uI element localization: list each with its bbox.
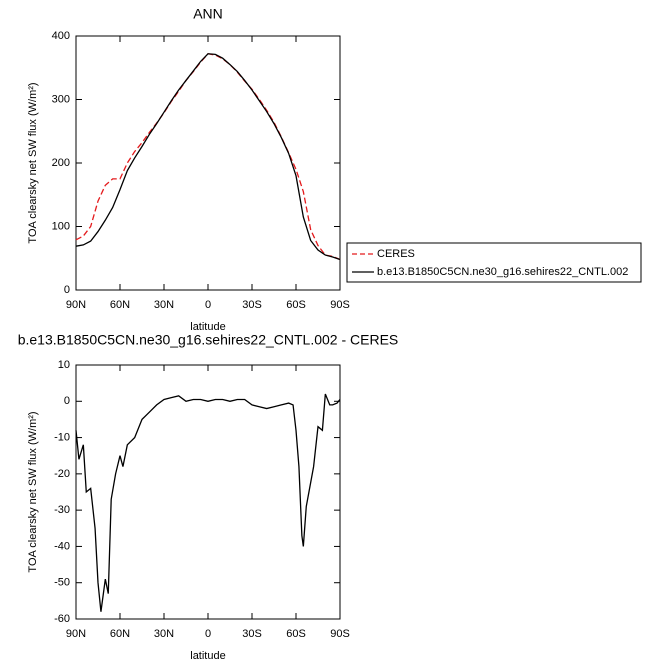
y-tick-label: -30 bbox=[54, 504, 70, 516]
x-tick-label: 60S bbox=[286, 299, 306, 311]
x-tick-label: 0 bbox=[205, 299, 211, 311]
data-line bbox=[75, 53, 341, 261]
plot-frame bbox=[75, 35, 341, 291]
y-tick-label: -40 bbox=[54, 540, 70, 552]
y-tick-label: -50 bbox=[54, 577, 70, 589]
chart-title: b.e13.B1850C5CN.ne30_g16.sehires22_CNTL.… bbox=[18, 332, 399, 348]
y-tick-label: 0 bbox=[64, 284, 70, 296]
x-tick-label: 90S bbox=[330, 628, 350, 640]
x-tick-label: 90N bbox=[66, 299, 86, 311]
legend-label: CERES bbox=[377, 248, 415, 260]
y-tick-label: 0 bbox=[64, 395, 70, 407]
legend-box bbox=[346, 242, 642, 283]
x-tick-label: 30N bbox=[154, 628, 174, 640]
x-tick-label: 90N bbox=[66, 628, 86, 640]
x-tick-label: 0 bbox=[205, 628, 211, 640]
y-tick-label: -20 bbox=[54, 468, 70, 480]
x-tick-label: 30S bbox=[242, 299, 262, 311]
y-tick-label: -10 bbox=[54, 431, 70, 443]
y-tick-label: 300 bbox=[52, 93, 70, 105]
y-tick-label: 10 bbox=[58, 359, 70, 371]
x-tick-label: 30S bbox=[242, 628, 262, 640]
y-axis-label: TOA clearsky net SW flux (W/m²) bbox=[27, 82, 39, 243]
x-tick-label: 90S bbox=[330, 299, 350, 311]
y-tick-label: 100 bbox=[52, 220, 70, 232]
y-tick-label: -60 bbox=[54, 613, 70, 625]
legend-label: b.e13.B1850C5CN.ne30_g16.sehires22_CNTL.… bbox=[377, 266, 628, 278]
x-axis-label: latitude bbox=[190, 650, 225, 662]
x-tick-label: 60N bbox=[110, 628, 130, 640]
x-tick-label: 30N bbox=[154, 299, 174, 311]
y-tick-label: 200 bbox=[52, 157, 70, 169]
y-tick-label: 400 bbox=[52, 30, 70, 42]
data-line bbox=[75, 53, 341, 261]
chart-title: ANN bbox=[193, 6, 223, 22]
x-tick-label: 60S bbox=[286, 628, 306, 640]
y-axis-label: TOA clearsky net SW flux (W/m²) bbox=[27, 411, 39, 572]
data-line bbox=[75, 393, 341, 612]
x-tick-label: 60N bbox=[110, 299, 130, 311]
x-axis-label: latitude bbox=[190, 321, 225, 333]
